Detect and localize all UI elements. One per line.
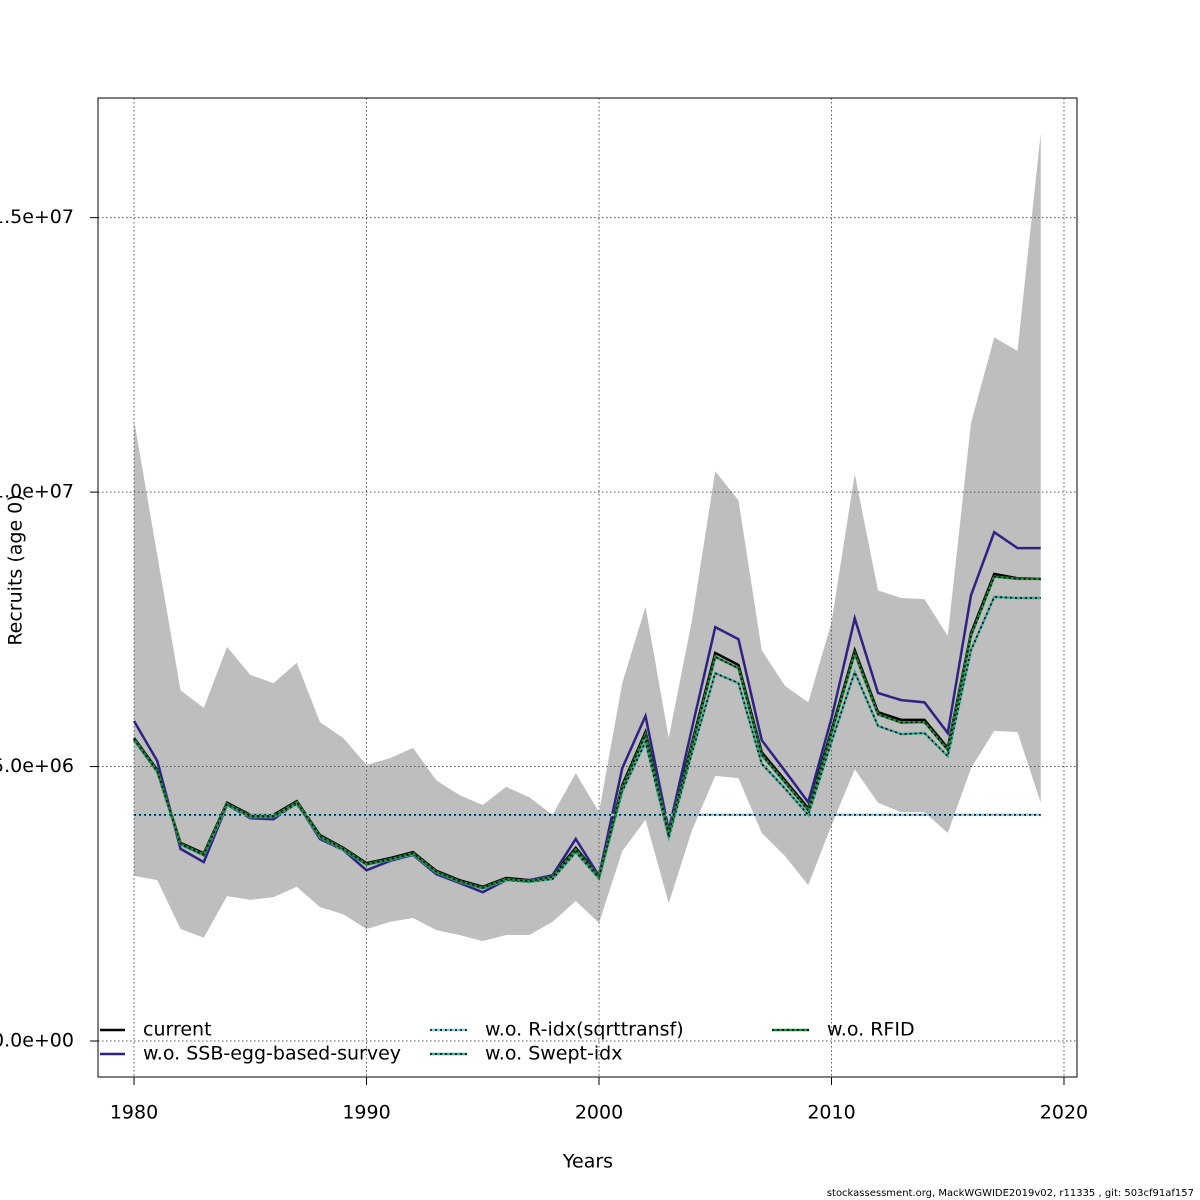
x-tick-label: 2010 [807, 1102, 855, 1124]
y-axis-label: Recruits (age 0) [5, 494, 27, 645]
legend-label: w.o. SSB-egg-based-survey [143, 1043, 401, 1065]
y-tick-label: 0.0e+00 [0, 1029, 74, 1051]
x-tick-label: 1980 [110, 1102, 158, 1124]
series-line-overlay [133, 575, 1041, 889]
footnote: stockassessment.org, MackWGWIDE2019v02, … [827, 1188, 1194, 1199]
plot-frame [97, 97, 1078, 1078]
confidence-band [134, 133, 1041, 942]
x-tick-label: 2020 [1040, 1102, 1088, 1124]
legend-label: w.o. Swept-idx [485, 1043, 622, 1065]
x-tick-label: 2000 [575, 1102, 623, 1124]
y-tick-label: 1.5e+07 [0, 206, 74, 228]
legend-label: w.o. RFID [827, 1019, 915, 1041]
x-tick-label: 1990 [342, 1102, 390, 1124]
legend-label: w.o. R-idx(sqrttransf) [485, 1019, 684, 1041]
legend-label: current [143, 1019, 212, 1041]
y-tick-label: 5.0e+06 [0, 755, 74, 777]
x-axis-label: Years [562, 1151, 613, 1173]
y-tick-label: 1.0e+07 [0, 481, 74, 503]
